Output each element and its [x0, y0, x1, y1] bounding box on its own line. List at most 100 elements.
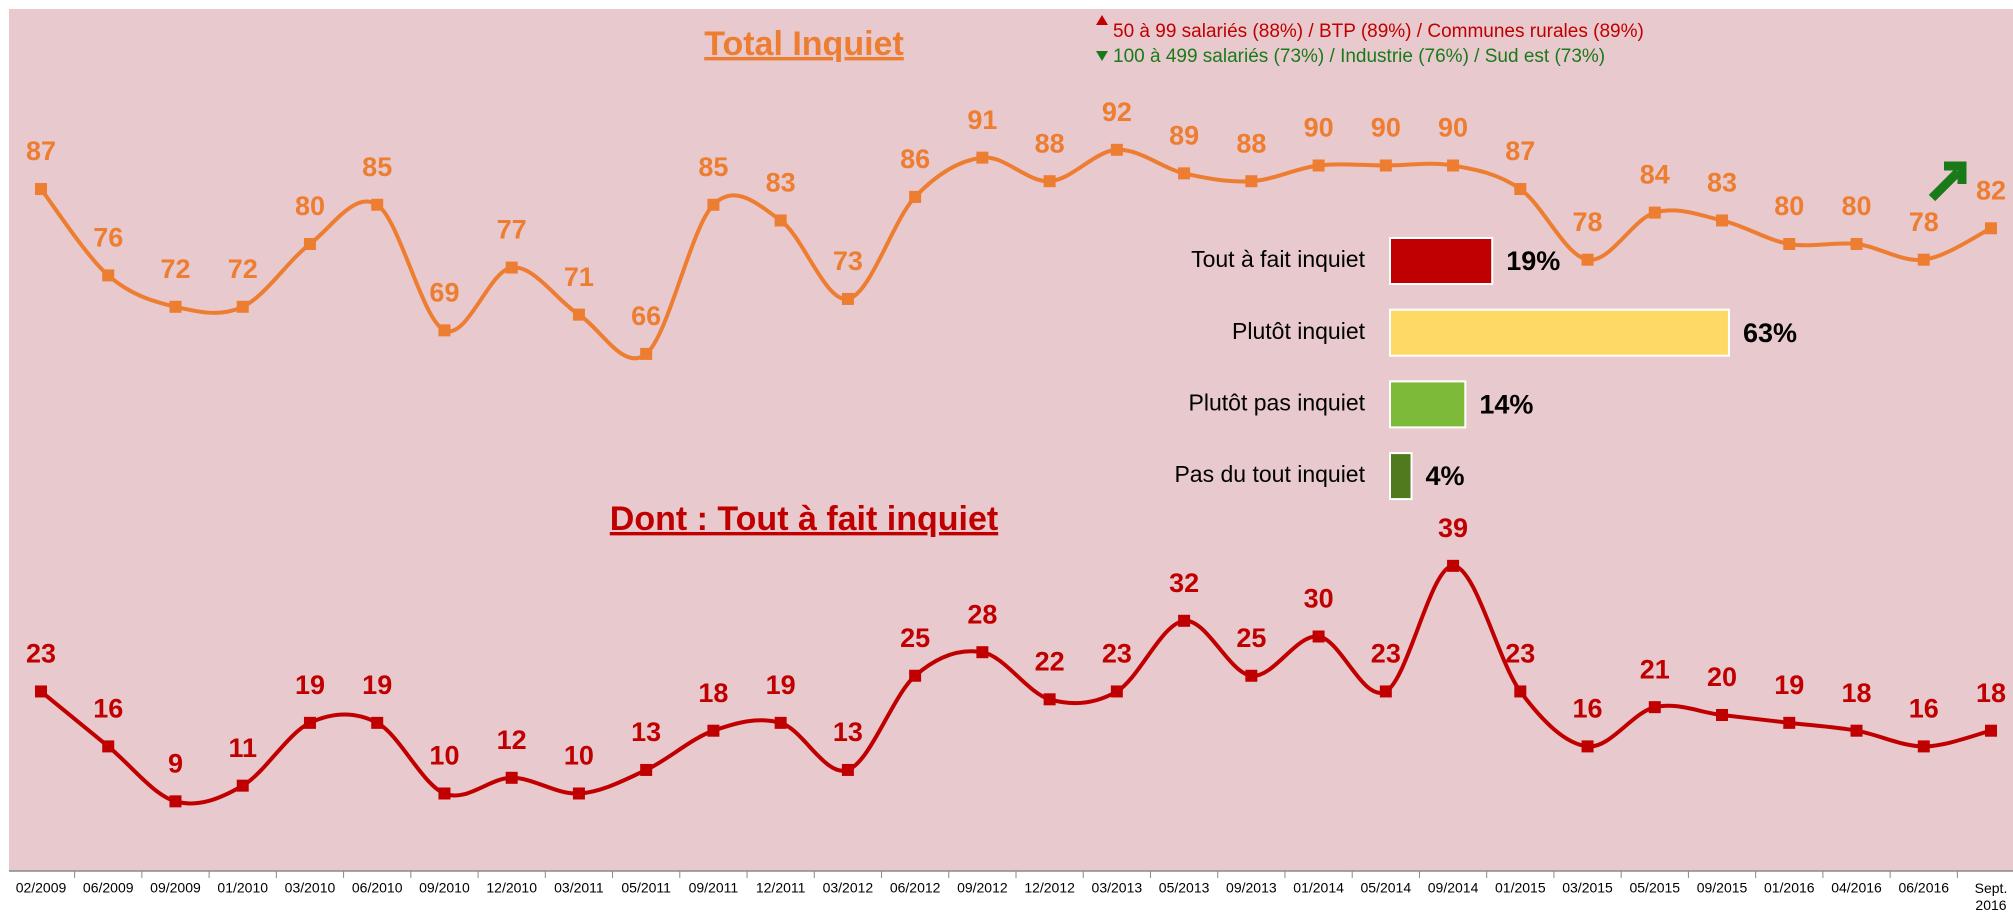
data-label: 23 — [26, 639, 56, 669]
point — [236, 300, 249, 313]
point — [640, 347, 653, 360]
data-label: 76 — [93, 223, 123, 253]
x-tick-label: 06/2012 — [890, 880, 941, 896]
x-tick-label: 05/2014 — [1361, 880, 1412, 896]
point — [438, 324, 451, 337]
data-label: 16 — [1909, 694, 1939, 724]
data-label: 83 — [766, 168, 796, 198]
bar-value-label: 63% — [1743, 318, 1797, 348]
point — [371, 198, 384, 211]
data-label: 25 — [900, 623, 930, 653]
data-label: 90 — [1438, 113, 1468, 143]
point — [169, 795, 182, 808]
point — [707, 198, 720, 211]
x-tick-label-line: 2016 — [1975, 897, 2006, 913]
data-label: 88 — [1236, 128, 1266, 158]
up-triangle — [1096, 15, 1108, 25]
bar-category: Plutôt pas inquiet — [1189, 389, 1366, 415]
data-label: 32 — [1169, 568, 1199, 598]
point — [1447, 159, 1460, 172]
data-label: 10 — [429, 741, 459, 771]
trend-arrow — [1928, 161, 1967, 202]
data-label: 73 — [833, 246, 863, 276]
x-tick-label: 06/2009 — [83, 880, 134, 896]
data-label: 85 — [362, 152, 392, 182]
point — [236, 779, 249, 792]
point — [1379, 159, 1392, 172]
x-tick-label: 05/2015 — [1629, 880, 1680, 896]
x-tick-label: 03/2012 — [823, 880, 874, 896]
point — [1514, 685, 1527, 698]
data-label: 19 — [766, 670, 796, 700]
data-label: 28 — [967, 599, 997, 629]
x-tick-label: 01/2016 — [1764, 880, 1815, 896]
data-label: 23 — [1505, 639, 1535, 669]
data-label: 80 — [295, 191, 325, 221]
x-tick-label: 05/2013 — [1159, 880, 1210, 896]
data-label: 19 — [295, 670, 325, 700]
data-label: 16 — [93, 694, 123, 724]
point — [1514, 183, 1527, 196]
bar-category: Tout à fait inquiet — [1191, 246, 1366, 272]
bar-value-label: 19% — [1506, 246, 1560, 276]
point — [1379, 685, 1392, 698]
point — [169, 300, 182, 313]
point — [909, 190, 922, 203]
data-label: 90 — [1371, 113, 1401, 143]
point — [1783, 238, 1796, 250]
point — [1716, 214, 1729, 227]
point — [640, 763, 653, 776]
point — [102, 740, 115, 753]
point — [1985, 724, 1997, 737]
point — [1850, 724, 1863, 737]
data-label: 66 — [631, 301, 661, 331]
data-label: 19 — [362, 670, 392, 700]
x-tick-label: 09/2011 — [689, 880, 739, 896]
data-label: 92 — [1102, 97, 1132, 127]
x-tick-label: 06/2010 — [352, 880, 403, 896]
data-label: 30 — [1304, 584, 1334, 614]
data-label: 89 — [1169, 120, 1199, 150]
point — [1581, 253, 1594, 266]
x-tick-label: 03/2010 — [285, 880, 336, 896]
series-title: Total Inquiet — [704, 25, 904, 63]
point — [1648, 701, 1661, 714]
point — [1783, 716, 1796, 729]
data-label: 83 — [1707, 168, 1737, 198]
x-tick-label: 12/2012 — [1024, 880, 1075, 896]
x-tick-label: 09/2014 — [1428, 880, 1479, 896]
point — [1245, 669, 1258, 682]
bar — [1389, 237, 1494, 285]
point — [1312, 630, 1325, 643]
data-label: 13 — [833, 717, 863, 747]
bar — [1389, 308, 1730, 357]
data-label: 90 — [1304, 113, 1334, 143]
point — [505, 771, 518, 784]
x-tick-label: 04/2016 — [1831, 880, 1882, 896]
data-label: 13 — [631, 717, 661, 747]
point — [505, 261, 518, 274]
annotation: 100 à 499 salariés (73%) / Industrie (76… — [1113, 46, 1605, 67]
data-label: 12 — [497, 725, 527, 755]
data-label: 85 — [698, 152, 728, 182]
data-label: 23 — [1102, 639, 1132, 669]
bar — [1389, 380, 1467, 429]
data-label: 11 — [228, 733, 257, 763]
point — [1245, 175, 1258, 188]
point — [572, 787, 585, 800]
point — [1178, 167, 1191, 180]
x-tick-label: 03/2013 — [1092, 880, 1143, 896]
point — [1648, 206, 1661, 219]
data-label: 39 — [1438, 513, 1468, 543]
data-label: 16 — [1573, 694, 1603, 724]
data-label: 72 — [160, 254, 190, 284]
data-label: 80 — [1841, 191, 1871, 221]
x-tick-label: 09/2012 — [957, 880, 1008, 896]
x-tick-label: 03/2015 — [1562, 880, 1613, 896]
series-title: Dont : Tout à fait inquiet — [610, 500, 998, 538]
data-label: 84 — [1640, 160, 1670, 190]
down-triangle — [1096, 51, 1108, 61]
x-tick-label: 12/2011 — [756, 880, 806, 896]
point — [303, 716, 316, 729]
